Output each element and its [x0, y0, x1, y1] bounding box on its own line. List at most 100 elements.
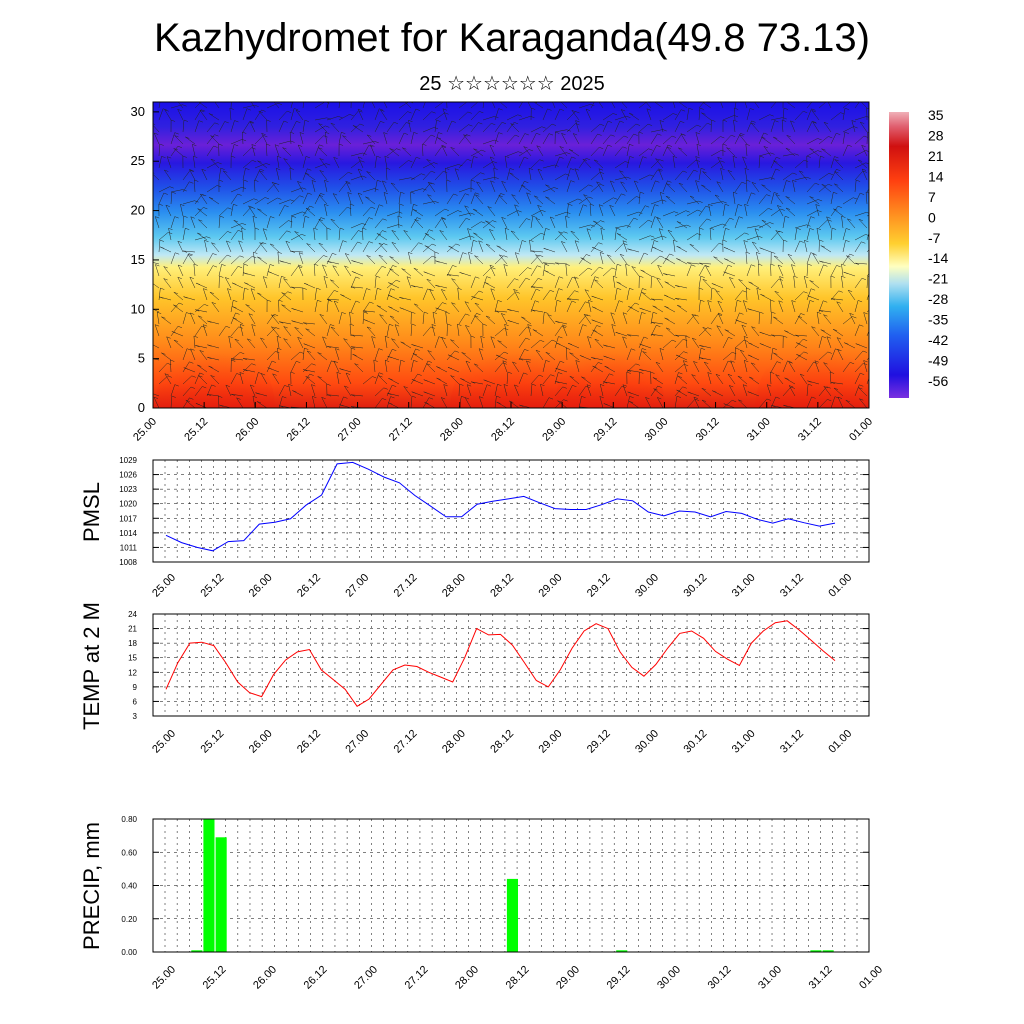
wind-barb: [866, 330, 869, 337]
wind-barb-flag: [411, 395, 417, 398]
wind-barb-flag: [600, 183, 605, 186]
wind-barb: [254, 135, 264, 145]
wind-barb-flag: [783, 335, 788, 338]
wind-barb: [411, 285, 424, 289]
wind-barb-flag: [482, 323, 487, 326]
wind-barb: [470, 122, 479, 133]
wind-barb: [464, 301, 472, 313]
wind-barb: [485, 220, 496, 229]
wind-barb-flag: [759, 331, 764, 334]
wind-barb: [554, 399, 564, 408]
wind-barb: [441, 217, 448, 229]
wind-barb-flag: [559, 156, 564, 159]
wind-barb: [242, 160, 253, 169]
wind-barb: [422, 162, 434, 169]
wind-barb: [408, 120, 412, 133]
wind-barb-flag: [229, 107, 234, 110]
wind-barb: [854, 234, 866, 241]
wind-barb-flag: [659, 120, 665, 123]
wind-barb-flag: [257, 256, 262, 259]
wind-barb: [754, 228, 760, 241]
wind-barb-flag: [548, 133, 554, 136]
heatmap-y-tick-label: 10: [131, 301, 145, 316]
wind-barb-flag: [850, 362, 855, 365]
wind-barb-flag: [828, 100, 832, 102]
wind-barb-flag: [826, 216, 831, 219]
wind-barb-flag: [513, 289, 518, 292]
wind-barb-flag: [650, 298, 656, 301]
wind-barb-flag: [671, 135, 677, 138]
wind-barb: [326, 116, 339, 121]
wind-barb: [554, 300, 558, 313]
wind-barb-flag: [823, 386, 828, 389]
wind-barb-flag: [579, 355, 584, 358]
wind-barb: [650, 159, 660, 169]
wind-barb-flag: [498, 195, 503, 198]
x-tick-label: 28.12: [504, 964, 532, 992]
wind-barb: [403, 230, 412, 241]
wind-barb-flag: [283, 120, 288, 123]
wind-barb: [741, 325, 748, 337]
wind-barb: [811, 110, 820, 121]
wind-barb-flag: [264, 197, 270, 200]
wind-barb-flag: [210, 135, 215, 138]
wind-barb-flag: [687, 391, 692, 394]
wind-barb-flag: [686, 262, 692, 265]
wind-barb-flag: [749, 108, 755, 111]
wind-barb: [676, 221, 688, 229]
wind-barb-flag: [775, 230, 780, 233]
wind-barb: [816, 312, 820, 325]
wind-barb-flag: [185, 399, 190, 402]
wind-barb: [158, 186, 170, 193]
wind-barb-flag: [487, 206, 492, 209]
wind-barb: [537, 169, 544, 181]
wind-barb: [389, 256, 400, 265]
heatmap-x-tick-label: 31.12: [796, 416, 824, 444]
wind-barb: [504, 156, 508, 169]
wind-barb-flag: [441, 289, 446, 292]
wind-barb: [388, 378, 400, 385]
wind-barb-flag: [676, 245, 681, 248]
wind-barb: [318, 147, 328, 157]
wind-barb-flag: [166, 336, 171, 339]
wind-barb-flag: [600, 252, 605, 255]
wind-barb-flag: [707, 327, 712, 330]
wind-barb-flag: [748, 342, 753, 345]
wind-barb-flag: [227, 231, 232, 234]
wind-barb: [185, 136, 196, 145]
wind-barb-flag: [278, 299, 283, 302]
wind-barb-flag: [531, 383, 537, 386]
wind-barb: [758, 222, 770, 229]
wind-barb: [830, 228, 833, 241]
wind-barb-flag: [563, 231, 568, 234]
wind-barb-flag: [834, 156, 839, 159]
wind-barb-flag: [555, 320, 560, 323]
wind-barb-flag: [870, 228, 874, 230]
wind-barb-flag: [479, 396, 484, 399]
wind-barb: [326, 300, 329, 313]
wind-barb-flag: [790, 120, 795, 123]
wind-barb-flag: [363, 311, 368, 314]
wind-barb: [806, 138, 818, 145]
wind-barb: [314, 217, 322, 229]
wind-barb-flag: [792, 172, 797, 175]
wind-barb-flag: [378, 375, 383, 378]
precip-bar: [822, 950, 834, 952]
wind-barb-flag: [346, 182, 351, 185]
wind-barb: [806, 108, 812, 121]
wind-barb: [403, 386, 412, 397]
wind-barb: [846, 255, 856, 265]
wind-barb: [634, 180, 640, 193]
wind-barb: [590, 220, 601, 229]
wind-barb: [686, 108, 690, 121]
wind-barb: [664, 317, 676, 325]
wind-barb: [599, 396, 604, 408]
wind-barb: [775, 230, 784, 241]
wind-barb: [366, 134, 376, 145]
wind-barb: [626, 196, 637, 205]
wind-barb: [352, 353, 364, 361]
wind-barb: [598, 168, 604, 181]
wind-barb-flag: [580, 257, 585, 260]
wind-barb-flag: [388, 282, 393, 285]
